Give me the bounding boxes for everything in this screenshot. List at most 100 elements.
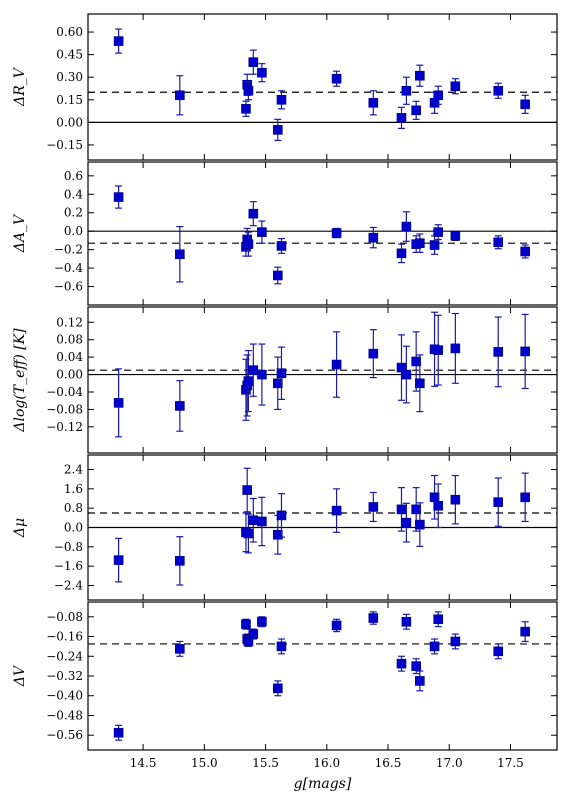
data-point <box>433 314 444 386</box>
data-point <box>248 201 259 227</box>
y-tick-label: −0.32 <box>46 669 83 683</box>
marker <box>273 378 283 389</box>
panel-frame <box>87 306 558 454</box>
data-point <box>257 63 267 83</box>
y-tick-label: 0.30 <box>56 70 83 84</box>
data-point <box>396 655 407 672</box>
marker <box>493 347 504 357</box>
marker <box>450 636 461 647</box>
y-tick-label: −0.2 <box>54 243 83 257</box>
data-point <box>243 231 254 257</box>
y-tick-label: 0.60 <box>56 25 83 39</box>
y-tick-label: −0.4 <box>54 261 84 275</box>
panel-frame <box>87 161 558 306</box>
data-point <box>175 75 185 116</box>
data-point <box>113 724 124 741</box>
data-point <box>276 638 287 655</box>
marker <box>113 192 124 202</box>
marker <box>257 369 267 380</box>
data-point <box>331 227 342 239</box>
marker <box>273 125 283 135</box>
panel-frame <box>87 13 558 161</box>
marker <box>276 368 287 379</box>
marker <box>248 629 259 639</box>
data-point <box>331 70 342 87</box>
marker <box>401 221 412 232</box>
y-tick-label: 0.2 <box>64 206 83 220</box>
y-axis-title: ΔV <box>12 664 28 687</box>
y-tick-label: 0.8 <box>64 501 83 515</box>
data-point <box>242 467 252 513</box>
data-point <box>450 474 461 525</box>
data-point <box>331 488 342 533</box>
marker <box>331 505 342 516</box>
marker <box>493 497 504 507</box>
marker <box>429 641 440 652</box>
data-point <box>243 513 254 554</box>
marker <box>276 510 287 521</box>
data-point <box>411 658 421 675</box>
data-point <box>241 100 251 117</box>
marker <box>242 485 252 495</box>
data-point <box>433 224 444 241</box>
marker <box>331 228 342 238</box>
data-point <box>257 616 267 628</box>
data-point <box>450 78 461 95</box>
data-point <box>276 346 287 400</box>
marker <box>433 500 444 511</box>
data-point <box>113 28 124 54</box>
y-tick-label: 0.4 <box>64 187 83 201</box>
y-tick-label: 0.04 <box>56 350 83 364</box>
x-tick-label: 16.5 <box>375 756 402 770</box>
marker <box>450 343 461 354</box>
data-point <box>368 491 379 523</box>
data-point <box>520 472 530 523</box>
y-tick-label: −0.6 <box>54 280 83 294</box>
data-point <box>396 106 407 129</box>
panel-3: −0.12 −0.08 −0.04 0.00 0.04 0.08 0.12 Δlog(T_ef… <box>12 306 558 454</box>
marker <box>273 529 283 540</box>
x-tick-label: 17.5 <box>497 756 524 770</box>
marker <box>433 227 444 237</box>
y-tick-label: −0.16 <box>46 630 83 644</box>
marker <box>415 676 425 686</box>
marker <box>450 231 461 241</box>
marker <box>248 365 259 375</box>
data-point <box>450 230 461 242</box>
marker <box>396 248 407 259</box>
marker <box>450 81 461 92</box>
data-point <box>113 368 124 438</box>
marker <box>520 346 530 357</box>
y-tick-label: 0.45 <box>56 48 83 62</box>
y-tick-label: 0.0 <box>64 224 83 238</box>
panel-2: −0.6 −0.4 −0.2 0.0 0.2 0.4 0.6 ΔA_V <box>12 161 558 306</box>
marker <box>401 369 412 380</box>
panel-4: −2.4 −1.6 −0.8 0.0 0.8 1.6 2.4 Δμ <box>12 454 558 601</box>
marker <box>415 238 425 248</box>
marker <box>368 232 379 243</box>
data-point <box>401 211 412 242</box>
x-tick-label: 16.0 <box>313 756 340 770</box>
data-point <box>248 497 259 543</box>
marker <box>411 356 421 367</box>
marker <box>396 504 407 515</box>
data-point <box>411 100 421 120</box>
data-point <box>273 680 283 697</box>
y-tick-label: −0.8 <box>54 540 83 554</box>
data-point <box>415 354 425 413</box>
data-point <box>396 334 407 401</box>
y-tick-label: −0.56 <box>46 728 83 742</box>
marker <box>368 348 379 359</box>
data-point <box>175 380 185 432</box>
data-point <box>401 76 412 105</box>
y-tick-label: −0.04 <box>46 385 83 399</box>
marker <box>433 90 444 101</box>
marker <box>411 105 421 116</box>
x-tick-label: 15.5 <box>252 756 279 770</box>
x-tick-label: 14.5 <box>130 756 157 770</box>
data-point <box>113 185 124 209</box>
data-point <box>175 640 185 657</box>
data-point <box>433 483 444 529</box>
data-point <box>520 94 530 114</box>
